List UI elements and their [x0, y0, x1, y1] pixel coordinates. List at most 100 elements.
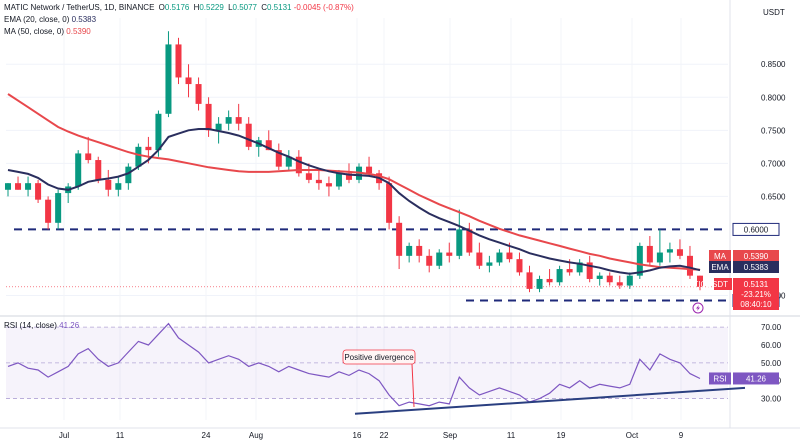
ema20-line — [7, 128, 701, 275]
candles — [4, 31, 704, 293]
low-value: 0.5077 — [232, 3, 257, 12]
rsi-line — [7, 322, 701, 407]
candle-body — [636, 245, 643, 276]
tag-name: EMA — [711, 263, 729, 272]
last-price-change: -23.21% — [741, 290, 771, 299]
ma-legend-value: 0.5390 — [66, 27, 91, 36]
candle-body — [225, 117, 232, 124]
divergence-callout-box — [342, 349, 416, 365]
tag-name: MA — [714, 252, 727, 261]
candle-body — [506, 252, 513, 260]
ema-legend[interactable]: EMA (20, close, 0) 0.5383 — [4, 15, 97, 24]
rsi-legend[interactable]: RSI (14, close) 41.26 — [4, 321, 80, 330]
tag-value-bg — [733, 250, 779, 262]
bar-countdown: 08:40:10 — [740, 300, 772, 309]
time-tick-label: Oct — [626, 431, 639, 440]
rsi-pane — [6, 322, 728, 407]
rsi-tick-label: 30.00 — [761, 395, 782, 404]
moving-averages — [7, 93, 701, 275]
rsi-tick-label: 60.00 — [761, 341, 782, 350]
tag-name-bg — [709, 261, 731, 273]
time-tick-label: 11 — [507, 431, 516, 440]
candle-body — [426, 255, 433, 266]
candle-body — [155, 113, 162, 151]
candle-body — [345, 173, 352, 180]
candle-body — [666, 249, 673, 253]
candle-body — [416, 245, 423, 256]
symbol-title: MATIC Network / TetherUS, 1D, BINANCE — [4, 3, 155, 12]
high-value: 0.5229 — [199, 3, 224, 12]
candle-body — [305, 173, 312, 180]
pane-separator — [0, 0, 800, 429]
candle-body — [516, 259, 523, 273]
close-value: 0.5131 — [267, 3, 292, 12]
candle-body — [546, 278, 553, 283]
candle-body — [115, 183, 122, 190]
candle-body — [646, 245, 653, 263]
rsi-tag-value: 41.26 — [746, 374, 767, 383]
rsi-trendline — [354, 386, 746, 415]
rsi-tag-value-bg — [733, 372, 779, 385]
time-tick-label: 19 — [557, 431, 566, 440]
price-tick-label: 0.7000 — [761, 159, 786, 168]
ma50-line — [7, 93, 701, 271]
time-tick-label: 16 — [353, 431, 362, 440]
candle-body — [265, 140, 272, 151]
candle-body — [616, 282, 623, 286]
candle-body — [396, 222, 403, 256]
candle-body — [4, 183, 12, 190]
time-tick-label: 9 — [679, 431, 684, 440]
price-tick-label: 0.8000 — [761, 93, 786, 102]
candle-body — [275, 150, 282, 167]
price-tick-label: 0.7500 — [761, 126, 786, 135]
time-tick-label: Jul — [59, 431, 69, 440]
candle-body — [466, 229, 473, 253]
currency-label: USDT — [763, 8, 785, 17]
candle-body — [25, 183, 32, 190]
candle-body — [105, 179, 112, 190]
candle-body — [95, 160, 102, 180]
candle-body — [526, 272, 533, 289]
tag-value-bg — [733, 261, 779, 273]
rsi-legend-value: 41.26 — [59, 321, 80, 330]
ma-legend[interactable]: MA (50, close, 0) 0.5390 — [4, 27, 91, 36]
candle-body — [606, 275, 613, 283]
candle-body — [205, 103, 212, 131]
open-value: 0.5176 — [164, 3, 190, 12]
candle-body — [35, 183, 42, 200]
time-tick-label: Sep — [443, 431, 458, 440]
candle-body — [446, 252, 453, 256]
candle-body — [476, 252, 483, 266]
candle-body — [335, 173, 342, 187]
time-axis[interactable]: Jul 11 24 Aug 16 22 Sep 11 19 Oct 9 — [59, 431, 684, 440]
candle-body — [165, 44, 172, 114]
candle-body — [145, 146, 152, 151]
candle-body — [486, 262, 493, 266]
level-tag-label: 0.6000 — [744, 225, 769, 234]
candle-body — [596, 275, 603, 279]
support-resistance-levels — [6, 228, 728, 302]
candle-body — [406, 245, 413, 256]
change-value: -0.0045 (-0.87%) — [293, 3, 354, 12]
candle-body — [55, 193, 62, 223]
candle-body — [175, 44, 182, 78]
last-price-value: 0.5131 — [744, 280, 769, 289]
level-tag — [732, 222, 780, 236]
time-tick-label: Aug — [249, 431, 263, 440]
candle-body — [576, 262, 583, 273]
candle-body — [285, 156, 292, 167]
price-tick-label: 0.6500 — [761, 192, 786, 201]
candle-body — [676, 249, 683, 256]
candle-body — [45, 199, 52, 223]
candle-body — [195, 84, 202, 104]
time-tick-label: 11 — [116, 431, 125, 440]
candle-body — [75, 153, 82, 187]
candle-body — [386, 183, 393, 223]
time-tick-label: 22 — [380, 431, 389, 440]
candle-body — [586, 262, 593, 279]
candle-body — [325, 183, 332, 187]
rsi-tick-label: 70.00 — [761, 323, 782, 332]
candle-body — [15, 183, 22, 190]
last-price-tag — [733, 278, 779, 310]
